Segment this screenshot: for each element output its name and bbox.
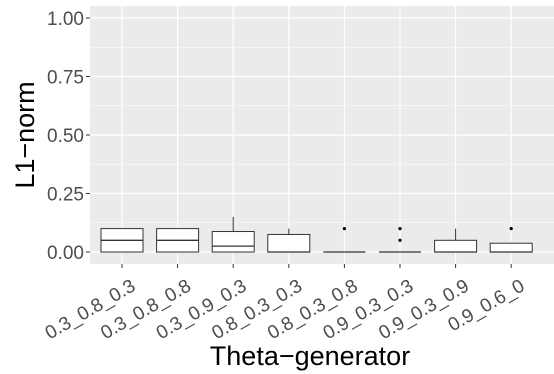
outlier-point <box>342 227 346 231</box>
x-axis-title: Theta−generator <box>210 341 410 371</box>
outlier-point <box>398 238 402 242</box>
y-tick-label: 0.00 <box>47 243 84 264</box>
box-group <box>211 216 255 253</box>
box-group <box>434 228 478 253</box>
box-group <box>100 228 144 253</box>
x-axis: 0.3_0.8_0.30.3_0.8_0.80.3_0.9_0.30.8_0.3… <box>42 264 528 344</box>
y-tick-label: 1.00 <box>47 9 84 30</box>
y-tick-label: 0.75 <box>47 68 84 89</box>
box-body <box>211 231 255 253</box>
y-tick-label: 0.50 <box>47 126 84 147</box>
outlier-point <box>509 227 513 231</box>
box-group <box>323 227 366 253</box>
box-group <box>489 227 533 253</box>
y-axis: 0.00 0.25 0.50 0.75 1.00 <box>47 9 90 264</box>
grid-lines <box>90 6 554 264</box>
y-tick-label: 0.25 <box>47 185 84 206</box>
y-axis-title: L1−norm <box>10 81 40 188</box>
box-group <box>267 228 311 253</box>
box-group <box>379 227 421 253</box>
boxes-layer <box>100 216 533 253</box>
box-body <box>489 242 533 253</box>
outlier-point <box>398 227 402 231</box>
box-body <box>434 239 478 253</box>
box-group <box>156 228 200 253</box>
box-body <box>267 233 311 253</box>
